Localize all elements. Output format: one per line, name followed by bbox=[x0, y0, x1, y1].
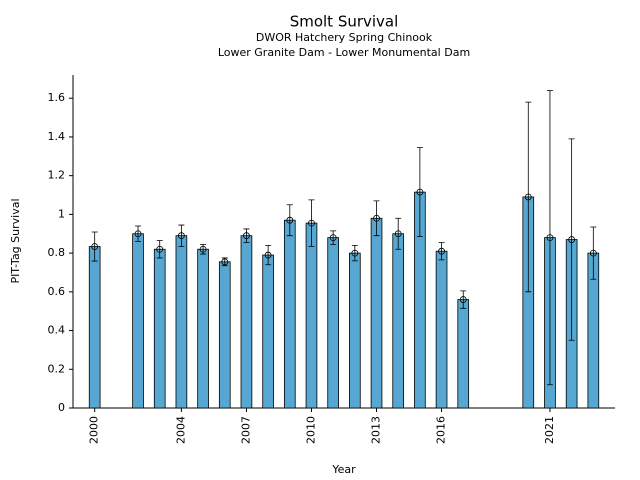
point-marker bbox=[438, 247, 445, 255]
bar bbox=[88, 246, 101, 409]
x-tick-label: 2010 bbox=[304, 416, 317, 444]
error-bar bbox=[330, 230, 337, 245]
bar bbox=[392, 233, 405, 409]
point-marker bbox=[373, 214, 380, 222]
error-bar bbox=[243, 228, 250, 243]
x-tick-label: 2013 bbox=[370, 416, 383, 444]
error-bar bbox=[568, 138, 575, 341]
point-marker bbox=[524, 193, 532, 201]
bar bbox=[175, 235, 188, 409]
point-marker bbox=[221, 258, 229, 266]
error-bar bbox=[438, 242, 445, 261]
x-tick-label: 2016 bbox=[435, 416, 448, 444]
error-bar bbox=[416, 147, 423, 238]
y-tick-label: 0.4 bbox=[48, 324, 66, 337]
point-marker bbox=[329, 234, 337, 242]
error-bar bbox=[395, 217, 402, 250]
point-marker bbox=[134, 230, 142, 238]
point-marker bbox=[243, 232, 250, 240]
point-marker bbox=[589, 249, 597, 257]
y-tick-label: 0.2 bbox=[48, 362, 66, 375]
y-tick-label: 1.6 bbox=[48, 91, 66, 104]
point-marker bbox=[568, 236, 576, 243]
y-axis-label: PIT-Tag Survival bbox=[9, 198, 22, 283]
point-marker bbox=[416, 188, 424, 196]
point-marker bbox=[308, 219, 315, 227]
error-bar bbox=[525, 101, 532, 293]
bar bbox=[349, 252, 361, 409]
chart-title: Smolt Survival bbox=[290, 13, 399, 31]
point-marker bbox=[286, 216, 294, 224]
error-bar bbox=[546, 90, 553, 386]
error-bar bbox=[286, 204, 293, 237]
error-bar bbox=[590, 226, 597, 280]
y-tick-label: 0 bbox=[58, 401, 65, 414]
point-marker bbox=[199, 245, 207, 253]
error-bar bbox=[178, 224, 185, 247]
x-tick-label: 2007 bbox=[239, 416, 252, 444]
error-bar bbox=[351, 244, 358, 262]
point-marker bbox=[394, 230, 402, 238]
error-bar bbox=[308, 199, 315, 247]
point-marker bbox=[459, 296, 467, 303]
x-axis-label: Year bbox=[331, 463, 356, 476]
y-tick-label: 0.6 bbox=[48, 285, 66, 298]
error-bar bbox=[135, 225, 142, 242]
point-marker bbox=[91, 243, 99, 250]
point-marker bbox=[546, 234, 554, 242]
bar bbox=[305, 222, 318, 409]
x-tick-label: 2021 bbox=[543, 416, 556, 444]
error-bar bbox=[221, 257, 228, 267]
bar bbox=[197, 248, 209, 409]
chart-subtitle: DWOR Hatchery Spring Chinook bbox=[256, 31, 433, 44]
bar bbox=[218, 261, 231, 409]
bar bbox=[457, 299, 470, 409]
y-tick-label: 1.4 bbox=[48, 130, 66, 143]
y-tick-label: 1.2 bbox=[48, 169, 66, 182]
bar bbox=[283, 219, 296, 409]
bar bbox=[132, 233, 144, 409]
point-marker bbox=[351, 249, 359, 257]
point-marker bbox=[177, 232, 185, 240]
error-bar bbox=[91, 231, 98, 262]
bar bbox=[240, 235, 253, 409]
bar bbox=[262, 254, 274, 409]
error-bar bbox=[373, 200, 380, 237]
bar bbox=[327, 237, 339, 409]
y-tick-label: 0.8 bbox=[48, 246, 66, 259]
bar bbox=[370, 217, 383, 409]
error-bar bbox=[265, 244, 272, 266]
error-bar bbox=[156, 240, 163, 259]
x-tick-label: 2004 bbox=[174, 416, 187, 444]
point-marker bbox=[156, 245, 164, 253]
error-bar bbox=[460, 290, 467, 309]
chart-subtitle: Lower Granite Dam - Lower Monumental Dam bbox=[218, 46, 470, 59]
x-tick-label: 2000 bbox=[88, 416, 101, 444]
y-tick-label: 1 bbox=[58, 207, 65, 220]
point-marker bbox=[264, 251, 272, 259]
bar bbox=[435, 250, 448, 409]
bar bbox=[153, 248, 166, 409]
